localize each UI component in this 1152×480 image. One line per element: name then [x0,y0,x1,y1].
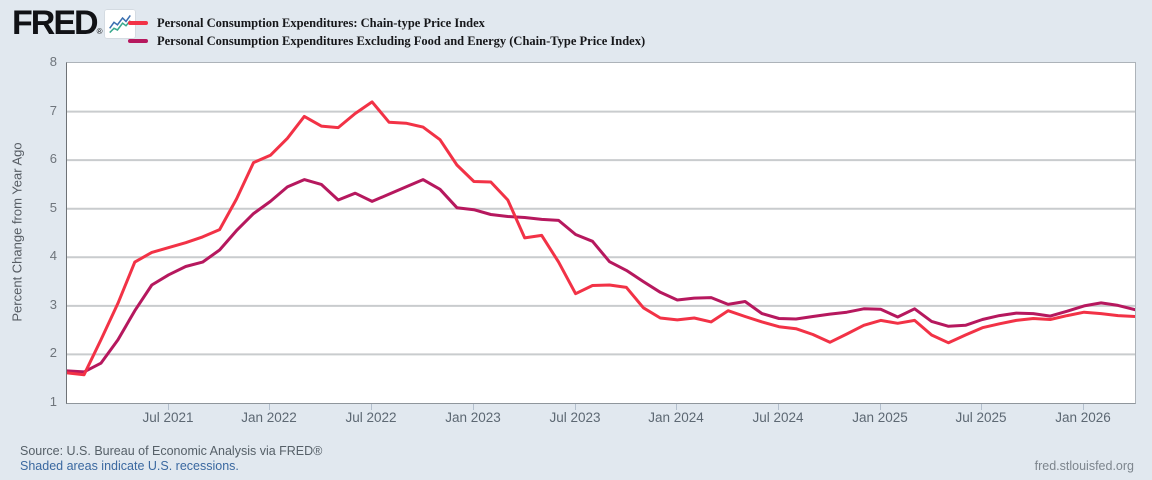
legend-label-pce: Personal Consumption Expenditures: Chain… [157,15,485,30]
y-axis-tick-label: 8 [49,54,57,69]
x-axis-tick-label: Jul 2021 [142,410,194,425]
x-axis-tick-mark [575,403,576,410]
registered-trademark: ® [96,27,103,36]
site-link[interactable]: fred.stlouisfed.org [1034,459,1134,473]
fred-logo: FRED® [12,4,102,43]
recessions-link[interactable]: Shaded areas indicate U.S. recessions. [20,459,239,473]
y-axis-tick-label: 1 [49,394,57,409]
fred-logo-text: FRED [12,4,99,42]
y-axis-tick-label: 5 [49,199,57,215]
legend-item-pce: Personal Consumption Expenditures: Chain… [128,14,645,32]
x-axis-tick-label: Jul 2023 [549,410,601,425]
x-axis-tick-mark [778,403,779,410]
y-axis-tick-label: 3 [49,296,57,312]
y-axis-tick-label: 6 [49,151,57,167]
x-axis-tick-label: Jan 2024 [648,410,704,425]
legend-item-core-pce: Personal Consumption Expenditures Exclud… [128,32,645,50]
legend: Personal Consumption Expenditures: Chain… [128,14,645,50]
y-axis-tick-label: 7 [49,102,57,118]
x-axis-tick-label: Jul 2022 [345,410,397,425]
y-axis-title: Percent Change from Year Ago [9,142,25,322]
x-axis-tick-label: Jan 2025 [852,410,908,425]
x-axis-tick-label: Jan 2026 [1055,410,1111,425]
y-axis-tick-label: 2 [49,345,57,361]
x-axis-tick-label: Jul 2024 [752,410,804,425]
legend-swatch-pce [128,21,148,25]
x-axis-tick-label: Jan 2022 [241,410,297,425]
x-axis-tick-mark [1083,403,1084,410]
legend-swatch-core-pce [128,39,148,43]
x-axis-tick-mark [880,403,881,410]
x-axis-tick-mark [168,403,169,410]
x-axis-tick-mark [269,403,270,410]
series-line[interactable] [67,100,1135,377]
x-axis-tick-mark [473,403,474,410]
x-axis-tick-label: Jul 2025 [955,410,1007,425]
series-line[interactable] [67,178,1135,374]
chart-canvas[interactable] [67,63,1135,403]
y-axis-tick-label: 4 [49,248,57,264]
x-axis-tick-mark [981,403,982,410]
x-axis-tick-mark [371,403,372,410]
legend-label-core-pce: Personal Consumption Expenditures Exclud… [157,33,646,48]
x-axis-tick-mark [676,403,677,410]
source-note: Source: U.S. Bureau of Economic Analysis… [20,444,323,458]
x-axis-tick-label: Jan 2023 [445,410,501,425]
plot-area[interactable] [66,62,1136,404]
